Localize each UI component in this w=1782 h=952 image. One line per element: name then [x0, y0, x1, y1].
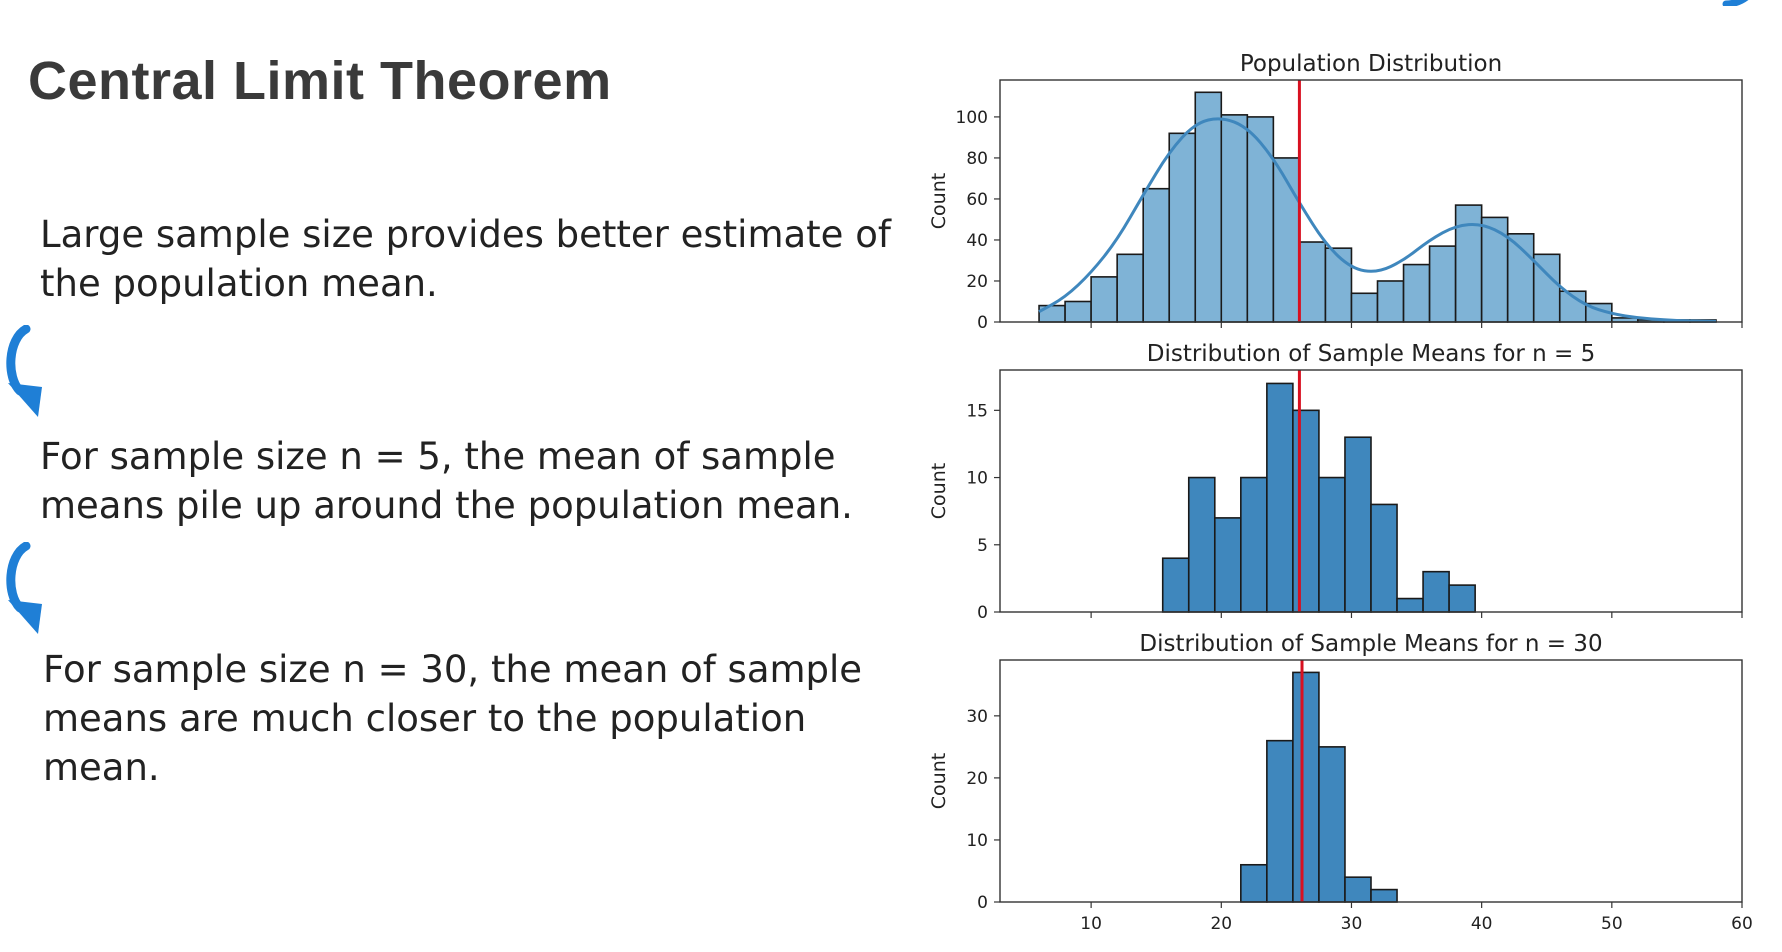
histogram-bar [1292, 671, 1320, 903]
y-tick-label: 10 [966, 831, 988, 851]
y-tick-label: 30 [966, 707, 988, 727]
plot-frame [999, 79, 1743, 323]
histogram-bar [1161, 557, 1190, 613]
plot-frame [999, 659, 1743, 903]
histogram-bar [1240, 476, 1268, 613]
y-tick-label: 20 [966, 769, 988, 789]
histogram-bar [1168, 132, 1197, 323]
histogram-bar [1266, 739, 1294, 903]
histogram-bar [1266, 382, 1294, 613]
histogram-bar [1318, 476, 1346, 613]
chart-title: Distribution of Sample Means for n = 5 [1147, 341, 1596, 367]
histogram-bar [1272, 157, 1301, 323]
paragraph-large-sample: Large sample size provides better estima… [40, 213, 891, 305]
histogram-bar [1396, 597, 1424, 613]
x-tick-label: 20 [1210, 914, 1232, 934]
histogram-bar [1298, 241, 1327, 323]
y-tick-label: 15 [966, 401, 988, 421]
histogram-bar [1213, 517, 1242, 613]
histogram-bar [1370, 503, 1398, 613]
plot-frame [999, 369, 1743, 613]
histogram-figure: Population Distribution020406080100Count… [928, 51, 1753, 934]
histogram-bar [1350, 292, 1379, 323]
x-tick-label: 30 [1341, 914, 1363, 934]
x-tick-label: 10 [1080, 914, 1102, 934]
y-axis-label: Count [928, 173, 950, 229]
histogram-bar [1194, 91, 1223, 323]
histogram-bar [1344, 436, 1372, 613]
histogram-bar [1324, 247, 1353, 323]
histogram-bar [1376, 280, 1405, 323]
histogram-bar [1292, 409, 1320, 613]
histogram-bar [1402, 263, 1431, 323]
histogram-bar [1422, 570, 1450, 613]
y-tick-label: 60 [966, 190, 988, 210]
histogram-panel-1: Population Distribution 0 20 40 60 80 100 Count [928, 51, 1743, 333]
histogram-bar [1240, 863, 1268, 903]
y-tick-label: 10 [966, 469, 988, 489]
x-tick-label: 50 [1601, 914, 1623, 934]
y-tick-label: 40 [966, 231, 988, 251]
kde-curve [1038, 117, 1716, 323]
chart-title: Population Distribution [1240, 51, 1502, 77]
x-tick-label: 60 [1731, 914, 1753, 934]
histogram-bar [1454, 204, 1483, 323]
histogram-panel-2: Distribution of Sample Means for n = 5 0 5… [928, 341, 1743, 623]
y-tick-label: 0 [977, 893, 988, 913]
corner-logo-icon [1722, 0, 1749, 6]
x-tick-label: 40 [1471, 914, 1493, 934]
histogram-panel-3: Distribution of Sample Means for n = 30 0… [928, 631, 1753, 934]
histogram-bar [1428, 245, 1457, 323]
y-tick-label: 20 [966, 272, 988, 292]
y-tick-label: 0 [977, 313, 988, 333]
y-axis-label: Count [928, 463, 950, 519]
y-tick-label: 80 [966, 149, 988, 169]
histogram-bar [1448, 584, 1476, 613]
y-tick-label: 5 [977, 536, 988, 556]
histogram-bar [1064, 300, 1092, 323]
histogram-bar [1187, 476, 1216, 613]
histogram-bar [1370, 888, 1398, 903]
histogram-bar [1142, 187, 1171, 323]
curved-down-arrow-icon [6, 325, 42, 417]
histogram-bar [1344, 876, 1372, 903]
chart-title: Distribution of Sample Means for n = 30 [1139, 631, 1602, 657]
y-tick-label: 0 [977, 603, 988, 623]
histogram-bar [1220, 114, 1249, 323]
histogram-bar [1116, 253, 1144, 323]
histogram-bar [1090, 276, 1118, 323]
histogram-bar [1318, 746, 1346, 903]
y-axis-label: Count [928, 753, 950, 809]
paragraph-n5: For sample size n = 5, the mean of sampl… [40, 435, 853, 527]
histogram-bar [1246, 116, 1275, 323]
paragraph-n30: For sample size n = 30, the mean of samp… [43, 648, 863, 789]
curved-down-arrow-icon [6, 542, 42, 634]
slide-title: Central Limit Theorem [28, 51, 612, 111]
y-tick-label: 100 [956, 108, 988, 128]
